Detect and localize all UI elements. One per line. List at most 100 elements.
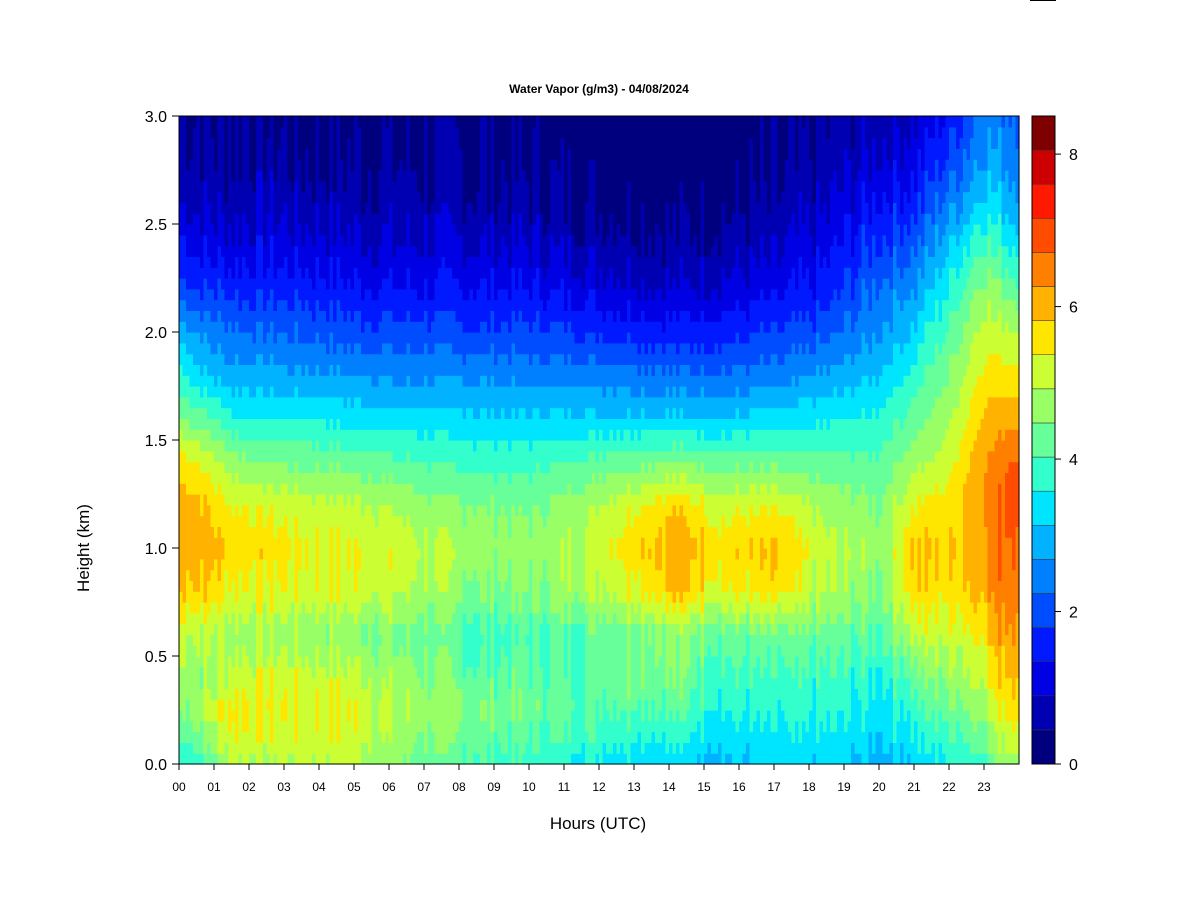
heatmap-cell [399,299,404,311]
heatmap-cell [231,278,236,290]
heatmap-cell [406,645,411,657]
heatmap-cell [431,148,436,160]
heatmap-cell [452,116,457,128]
heatmap-cell [259,450,264,463]
heatmap-cell [280,526,285,538]
heatmap-cell [238,710,243,722]
heatmap-cell [224,116,229,128]
heatmap-cell [287,180,292,193]
heatmap-cell [368,591,373,603]
heatmap-cell [343,645,348,657]
heatmap-cell [280,429,285,441]
heatmap-cell [319,278,324,290]
heatmap-cell [361,494,366,506]
heatmap-cell [392,580,397,592]
heatmap-cell [263,418,268,430]
heatmap-cell [396,645,401,657]
heatmap-cell [378,731,383,743]
heatmap-cell [438,666,443,679]
heatmap-cell [413,612,418,625]
heatmap-cell [382,116,387,128]
heatmap-cell [308,450,313,463]
heatmap-cell [396,548,401,560]
heatmap-cell [298,310,303,322]
heatmap-cell [452,407,457,419]
heatmap-cell [319,591,324,603]
heatmap-cell [207,224,212,236]
heatmap-cell [301,332,306,344]
heatmap-cell [375,299,380,311]
heatmap-cell [284,418,289,430]
heatmap-cell [214,116,219,128]
heatmap-cell [382,267,387,279]
heatmap-cell [441,504,446,517]
heatmap-cell [399,170,404,182]
heatmap-cell [455,170,460,182]
heatmap-cell [326,461,331,473]
heatmap-cell [210,245,215,257]
heatmap-cell [385,191,390,203]
heatmap-cell [224,332,229,344]
heatmap-cell [392,569,397,581]
heatmap-cell [434,148,439,160]
heatmap-cell [326,245,331,257]
heatmap-cell [196,526,201,538]
heatmap-cell [182,353,187,365]
heatmap-cell [280,504,285,517]
heatmap-cell [238,548,243,560]
heatmap-cell [448,364,453,376]
heatmap-cell [322,396,327,409]
heatmap-cell [186,256,191,268]
heatmap-cell [305,116,310,128]
heatmap-cell [375,386,380,398]
heatmap-cell [203,450,208,463]
heatmap-cell [434,720,439,733]
heatmap-cell [266,245,271,257]
heatmap-cell [214,299,219,311]
heatmap-cell [322,753,327,765]
heatmap-cell [448,753,453,765]
heatmap-cell [410,504,415,517]
heatmap-cell [452,526,457,538]
heatmap-cell [266,191,271,203]
heatmap-cell [291,299,296,311]
heatmap-cell [249,645,254,657]
heatmap-cell [305,213,310,225]
heatmap-cell [238,634,243,646]
heatmap-cell [340,137,345,149]
heatmap-cell [298,602,303,614]
heatmap-cell [210,180,215,193]
heatmap-cell [403,548,408,560]
heatmap-cell [287,396,292,409]
heatmap-cell [448,440,453,452]
heatmap-cell [259,245,264,257]
heatmap-cell [399,396,404,409]
heatmap-cell [259,126,264,139]
heatmap-cell [256,375,261,387]
heatmap-cell [413,234,418,247]
heatmap-cell [273,321,278,333]
heatmap-cell [385,396,390,409]
heatmap-cell [256,191,261,203]
heatmap-cell [399,418,404,430]
heatmap-cell [343,526,348,538]
heatmap-cell [329,537,334,549]
heatmap-cell [445,116,450,128]
heatmap-cell [399,731,404,743]
heatmap-cell [392,342,397,355]
heatmap-cell [354,386,359,398]
heatmap-cell [378,180,383,193]
heatmap-cell [427,461,432,473]
heatmap-cell [308,753,313,765]
heatmap-cell [284,159,289,171]
heatmap-cell [452,364,457,376]
heatmap-cell [466,440,471,452]
heatmap-cell [340,245,345,257]
heatmap-cell [322,234,327,247]
heatmap-cell [434,288,439,301]
heatmap-cell [343,688,348,700]
heatmap-cell [459,710,464,722]
heatmap-cell [179,742,184,754]
heatmap-cell [312,429,317,441]
heatmap-cell [179,353,184,365]
